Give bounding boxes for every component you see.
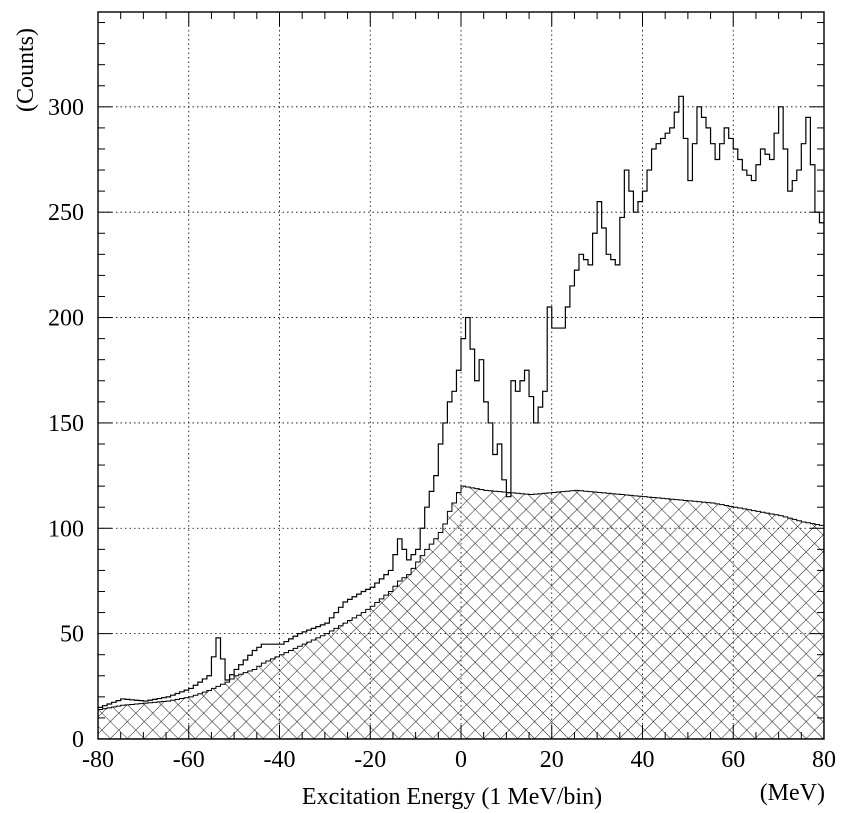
x-tick-label: 0 (455, 747, 467, 773)
x-tick-label: 80 (812, 747, 836, 773)
y-tick-label: 100 (48, 516, 84, 542)
open-histogram-line (98, 95, 824, 739)
y-axis-title: (Counts) (13, 28, 39, 112)
x-tick-label: -20 (354, 747, 386, 773)
y-tick-labels: 0 50 100 150 200 250 300 (48, 95, 84, 753)
y-tick-label: 250 (48, 200, 84, 226)
x-axis-title: Excitation Energy (1 MeV/bin) (302, 784, 602, 810)
axis-ticks (97, 12, 825, 740)
x-tick-label: -60 (173, 747, 205, 773)
x-tick-labels: -80 -60 -40 -20 0 20 40 60 80 (82, 747, 836, 773)
x-tick-label: 60 (721, 747, 745, 773)
hatched-histogram-series (98, 485, 824, 739)
y-tick-label: 150 (48, 411, 84, 437)
x-tick-label: 40 (631, 747, 655, 773)
x-tick-label: -40 (264, 747, 296, 773)
open-histogram-series (98, 95, 824, 739)
y-tick-label: 300 (48, 95, 84, 121)
x-tick-label: 20 (540, 747, 564, 773)
y-tick-label: 0 (72, 727, 84, 753)
hatched-histogram-area (98, 485, 824, 739)
y-tick-label: 50 (60, 622, 84, 648)
x-tick-label: -80 (82, 747, 114, 773)
x-axis-unit: (MeV) (760, 780, 825, 806)
y-tick-label: 200 (48, 306, 84, 332)
